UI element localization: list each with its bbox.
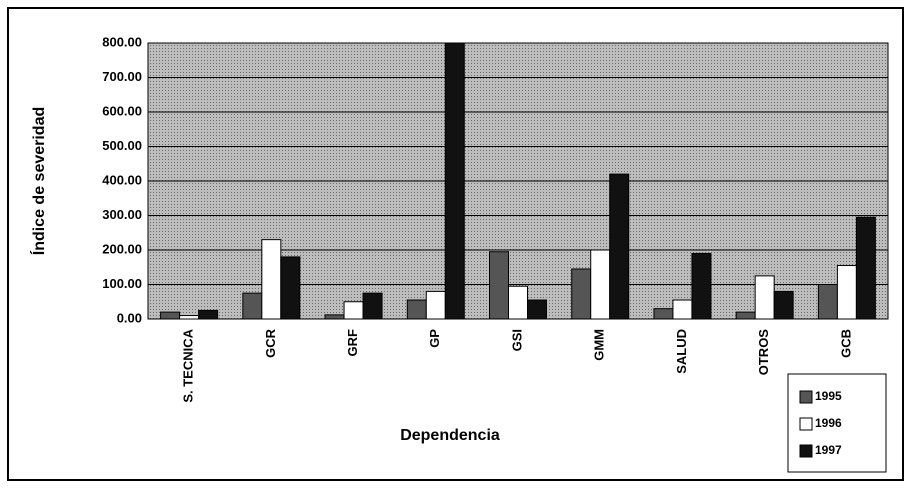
x-tick-label: OTROS [756,329,771,376]
x-tick-label: GP [427,329,442,348]
bar [754,275,775,320]
y-tick-label: 500.00 [102,138,142,153]
y-tick-label: 400.00 [102,172,142,187]
bar [179,315,200,320]
legend-label: 1997 [815,443,842,457]
bar [590,249,611,320]
bar [406,299,427,320]
legend-swatch [799,417,813,431]
bar [343,301,364,320]
x-axis-title: Dependencia [400,427,500,444]
bar [527,299,547,320]
bar [691,252,712,320]
bar [508,285,528,320]
x-tick-label: GMM [592,329,607,361]
y-tick-label: 0.00 [117,310,142,325]
x-tick-label: SALUD [674,329,689,374]
x-tick-label: S. TECNICA [181,328,196,402]
x-tick-label: GCB [838,329,853,358]
legend-swatch [799,444,813,458]
legend-label: 1996 [815,416,842,430]
bar [773,290,794,320]
y-axis-title: Índice de severidad [29,107,48,256]
x-tick-label: GSI [509,329,524,351]
x-tick-label: GCR [263,328,278,358]
legend-label: 1995 [815,389,842,403]
bar [817,284,838,320]
bar [672,299,693,320]
y-tick-label: 200.00 [102,241,142,256]
bar [242,292,263,320]
bar [489,251,509,320]
bar [280,256,301,320]
bar [324,314,345,320]
bar [444,42,465,320]
y-tick-label: 700.00 [102,69,142,84]
bar [160,311,181,320]
bar [609,173,630,320]
y-tick-label: 800.00 [102,34,142,49]
bar [261,239,282,320]
bar [735,311,756,320]
legend-swatch [799,390,813,404]
y-tick-label: 100.00 [102,276,142,291]
bar [836,265,857,320]
bar [855,216,876,320]
y-tick-label: 600.00 [102,103,142,118]
bar [362,292,383,320]
x-tick-label: GRF [345,329,360,357]
bar [653,308,674,320]
y-tick-label: 300.00 [102,207,142,222]
bar [571,268,592,320]
bar [425,290,446,320]
bar [198,309,219,320]
